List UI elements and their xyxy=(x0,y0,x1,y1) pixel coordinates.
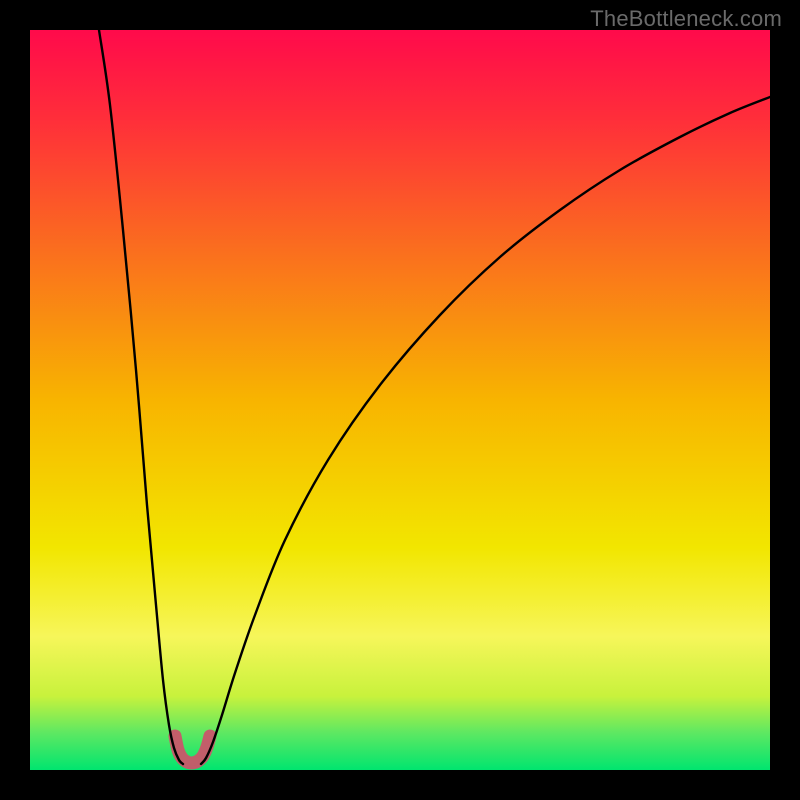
chart-svg xyxy=(30,30,770,770)
watermark-text: TheBottleneck.com xyxy=(590,6,782,32)
plot-area xyxy=(30,30,770,770)
chart-frame: TheBottleneck.com xyxy=(0,0,800,800)
gradient-background xyxy=(30,30,770,770)
